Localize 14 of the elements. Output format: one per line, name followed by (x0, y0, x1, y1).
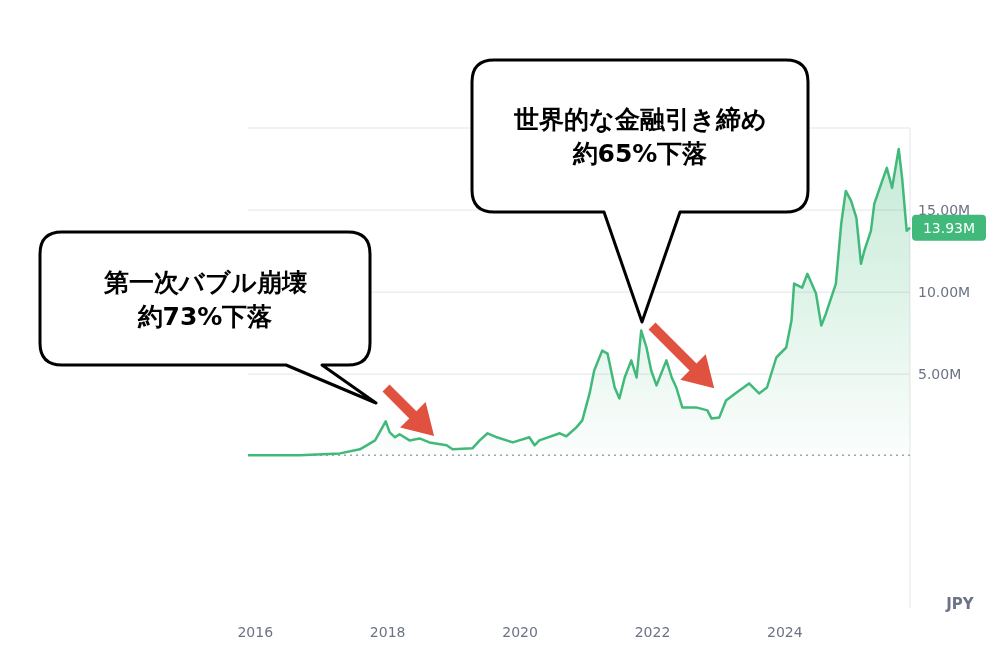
annotation: 13.93M (922, 219, 976, 236)
x-tick-label: 2022 (634, 624, 671, 640)
x-tick-label: 2020 (502, 624, 538, 640)
y-axis-title: JPY (945, 595, 975, 613)
annotation: 約65%下落 (571, 139, 708, 168)
y-tick-label: 15.00M (918, 202, 971, 219)
annotation: 約73%下落 (136, 301, 273, 331)
x-tick-label: 2024 (767, 624, 803, 640)
annotation: 世界的な金融引き締め (512, 105, 767, 134)
y-tick-label: 5.00M (918, 366, 962, 383)
annotation: 第一次バブル崩壊 (102, 267, 307, 297)
x-tick-label: 2016 (237, 624, 274, 640)
y-tick-label: 10.00M (918, 284, 971, 301)
x-tick-label: 2018 (369, 624, 406, 640)
